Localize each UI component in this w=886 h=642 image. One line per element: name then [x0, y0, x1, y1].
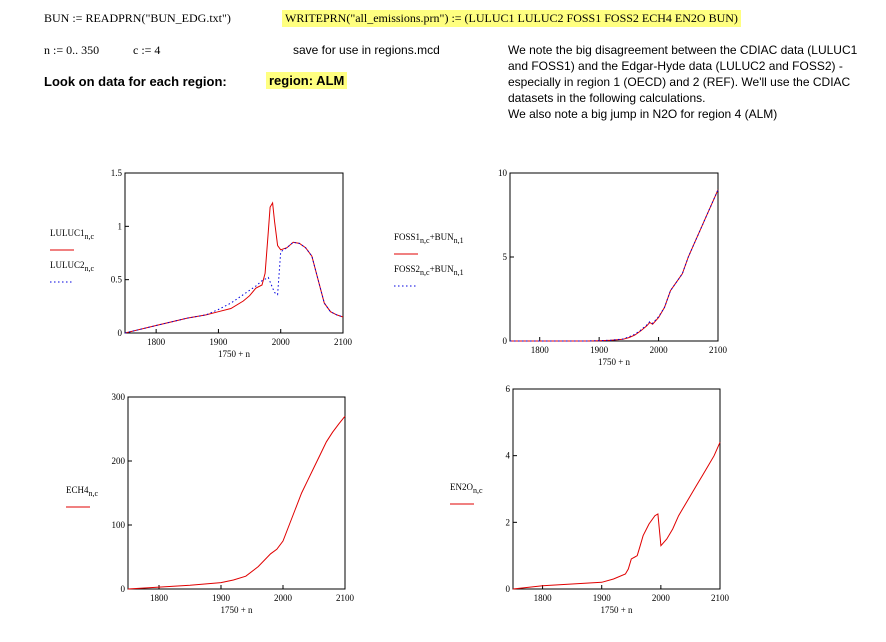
series-line-foss2	[510, 189, 719, 342]
y-tick-label: 1	[118, 221, 123, 231]
x-tick-label: 1800	[534, 593, 553, 603]
writeprn-expression[interactable]: WRITEPRN("all_emissions.prn") := (LULUC1…	[282, 10, 741, 27]
series-line-luluc1	[124, 201, 344, 334]
x-axis-label: 1750 + n	[598, 357, 631, 367]
x-tick-label: 2000	[652, 593, 671, 603]
y-tick-label: 0	[503, 336, 508, 346]
note-line: datasets in the following calculations.	[508, 91, 706, 105]
y-tick-label: 0.5	[111, 275, 123, 285]
legend-label: FOSS1n,c+BUNn,1	[394, 232, 464, 245]
note-line: We also note a big jump in N2O for regio…	[508, 107, 778, 121]
x-tick-label: 2100	[711, 593, 730, 603]
note-line: We note the big disagreement between the…	[508, 43, 858, 57]
region-label[interactable]: region: ALM	[266, 72, 348, 89]
x-axis-label: 1750 + n	[600, 605, 633, 615]
y-tick-label: 4	[506, 451, 511, 461]
y-tick-label: 100	[112, 520, 126, 530]
x-axis-label: 1750 + n	[220, 605, 253, 615]
y-tick-label: 200	[112, 456, 126, 466]
series-line-ech4	[127, 415, 346, 590]
x-tick-label: 1800	[147, 337, 166, 347]
x-tick-label: 2000	[650, 345, 669, 355]
legend-label: ECH4n,c	[66, 485, 99, 498]
chart-foss: 0 5 10 1800 1900 2000 2100 1750 + n FOSS1n,c+BUN…	[394, 168, 728, 367]
y-tick-label: 5	[503, 252, 508, 262]
chart-luluc: 0 0.5 1 1.5 1800 1900 2000 2100 1750 + n LULUC1n,…	[50, 168, 353, 359]
note-line: especially in region 1 (OECD) and 2 (REF…	[508, 75, 851, 89]
plot-frame	[124, 172, 344, 334]
y-tick-label: 1.5	[111, 168, 123, 178]
y-tick-label: 10	[498, 168, 508, 178]
y-tick-label: 300	[112, 392, 126, 402]
chart-ech4: 0 100 200 300 1800 1900 2000 2100 1750 + n ECH4n,…	[66, 392, 355, 615]
x-tick-label: 1900	[590, 345, 609, 355]
save-note: save for use in regions.mcd	[293, 43, 440, 57]
range-n-expression[interactable]: n := 0.. 350	[44, 43, 100, 57]
x-tick-label: 2000	[274, 593, 293, 603]
series-line-foss1	[510, 189, 719, 342]
plot-frame	[509, 172, 719, 342]
plot-frame	[512, 388, 721, 590]
chart-en2o: 0 2 4 6 1800 1900 2000 2100 1750 + n EN2On,c	[450, 384, 730, 615]
note-line: and FOSS1) and the Edgar-Hyde data (LULU…	[508, 59, 843, 73]
x-axis-label: 1750 + n	[218, 349, 251, 359]
x-tick-label: 2100	[336, 593, 355, 603]
legend-label: LULUC2n,c	[50, 260, 95, 273]
plot-frame	[127, 396, 346, 590]
legend-label: EN2On,c	[450, 482, 483, 495]
c-definition[interactable]: c := 4	[133, 43, 161, 57]
x-tick-label: 2100	[334, 337, 353, 347]
readprn-expression[interactable]: BUN := READPRN("BUN_EDG.txt")	[44, 11, 231, 25]
legend-label: LULUC1n,c	[50, 228, 95, 241]
x-tick-label: 2000	[272, 337, 291, 347]
x-tick-label: 1800	[531, 345, 550, 355]
y-tick-label: 0	[506, 584, 511, 594]
y-tick-label: 0	[121, 584, 126, 594]
y-tick-label: 0	[118, 328, 123, 338]
look-label: Look on data for each region:	[44, 74, 227, 89]
x-tick-label: 1900	[593, 593, 612, 603]
series-line-luluc2	[124, 241, 344, 334]
y-tick-label: 6	[506, 384, 511, 394]
legend-label: FOSS2n,c+BUNn,1	[394, 264, 464, 277]
x-tick-label: 1800	[150, 593, 169, 603]
x-tick-label: 1900	[209, 337, 228, 347]
x-tick-label: 2100	[709, 345, 728, 355]
x-tick-label: 1900	[212, 593, 231, 603]
notes-block: We note the big disagreement between the…	[508, 42, 886, 122]
series-line-en2o	[512, 442, 721, 590]
y-tick-label: 2	[506, 517, 511, 527]
